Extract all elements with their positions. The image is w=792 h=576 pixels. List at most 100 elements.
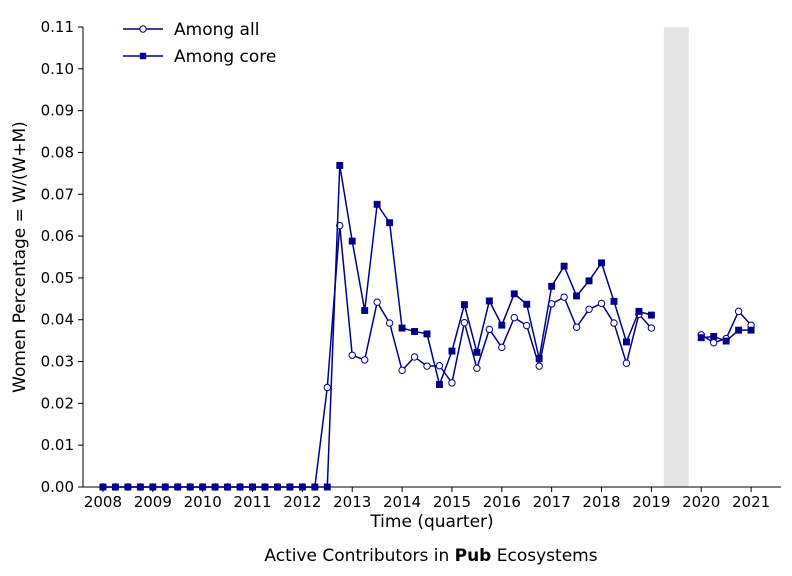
data-point-among-core bbox=[111, 483, 119, 491]
data-point-among-all bbox=[323, 383, 331, 392]
data-point-among-core bbox=[548, 282, 556, 290]
shaded-gap-region bbox=[663, 27, 689, 487]
x-tick-label: 2019 bbox=[632, 493, 670, 511]
y-tick-label: 0.06 bbox=[41, 227, 74, 245]
x-tick-label: 2015 bbox=[433, 493, 471, 511]
data-point-among-core bbox=[510, 290, 518, 298]
data-point-among-core bbox=[348, 237, 356, 245]
data-point-among-all bbox=[510, 313, 518, 322]
data-point-among-core bbox=[149, 483, 157, 491]
data-point-among-core bbox=[224, 483, 232, 491]
series-layer bbox=[99, 161, 755, 491]
data-point-among-core bbox=[697, 334, 705, 342]
x-tick-label: 2010 bbox=[184, 493, 222, 511]
data-point-among-core bbox=[436, 381, 443, 388]
y-tick-label: 0.07 bbox=[41, 185, 74, 203]
data-point-among-all bbox=[560, 293, 568, 301]
data-point-among-all bbox=[572, 323, 581, 331]
y-axis-title: Women Percentage = W/(W+M) bbox=[10, 121, 30, 393]
data-point-among-core bbox=[136, 483, 144, 491]
data-point-among-all bbox=[622, 359, 631, 367]
data-point-among-core bbox=[323, 483, 331, 491]
data-point-among-all bbox=[485, 325, 494, 334]
data-point-among-all bbox=[410, 353, 419, 361]
data-point-among-core bbox=[647, 311, 655, 319]
data-point-among-core bbox=[710, 333, 718, 340]
x-tick-label: 2012 bbox=[283, 493, 321, 511]
y-axis-ticks: 0.00 0.01 0.02 0.03 0.04 0.05 0.06 0.07 0.08 0.09… bbox=[41, 18, 83, 496]
data-point-among-all bbox=[610, 319, 618, 327]
data-point-among-core bbox=[411, 327, 419, 335]
caption-suffix: Ecosystems bbox=[491, 546, 598, 566]
series-line-among-core bbox=[102, 165, 652, 488]
legend: Among all Among core bbox=[123, 20, 276, 67]
data-point-among-all bbox=[647, 324, 656, 332]
data-point-among-core bbox=[747, 326, 755, 334]
chart-caption: Active Contributors in Pub Ecosystems bbox=[0, 546, 792, 566]
data-point-among-core bbox=[286, 483, 294, 491]
data-point-among-core bbox=[261, 483, 269, 491]
data-point-among-core bbox=[560, 262, 568, 270]
data-point-among-core bbox=[573, 292, 581, 300]
x-tick-label: 2021 bbox=[732, 493, 770, 511]
data-point-among-all bbox=[360, 356, 369, 364]
data-point-among-core bbox=[473, 348, 481, 356]
data-point-among-all bbox=[523, 321, 531, 330]
data-point-among-core bbox=[610, 297, 618, 305]
x-tick-label: 2018 bbox=[582, 493, 620, 511]
data-point-among-core bbox=[460, 301, 468, 309]
data-point-among-core bbox=[161, 483, 169, 491]
data-point-among-core bbox=[336, 161, 344, 169]
legend-entry-among-all: Among all bbox=[123, 20, 259, 40]
data-point-among-all bbox=[597, 299, 606, 308]
data-point-among-core bbox=[386, 219, 394, 227]
data-point-among-core bbox=[735, 326, 743, 334]
legend-label-among-core: Among core bbox=[174, 47, 276, 67]
data-point-among-all bbox=[460, 318, 469, 327]
data-point-among-core bbox=[423, 330, 431, 338]
y-tick-label: 0.00 bbox=[41, 478, 74, 496]
x-tick-label: 2009 bbox=[134, 493, 172, 511]
data-point-among-all bbox=[348, 351, 356, 359]
data-point-among-core bbox=[598, 259, 605, 267]
data-point-among-all bbox=[435, 362, 444, 370]
data-point-among-core bbox=[448, 347, 456, 355]
y-tick-label: 0.05 bbox=[41, 269, 74, 287]
data-point-among-core bbox=[585, 277, 593, 285]
data-point-among-core bbox=[199, 483, 207, 491]
x-tick-label: 2020 bbox=[682, 493, 720, 511]
data-point-among-all bbox=[385, 319, 394, 327]
data-point-among-core bbox=[622, 338, 630, 346]
data-point-among-all bbox=[535, 362, 543, 370]
data-point-among-all bbox=[398, 366, 406, 375]
data-point-among-all bbox=[709, 339, 718, 347]
y-tick-label: 0.10 bbox=[41, 60, 74, 78]
data-point-among-core bbox=[249, 483, 256, 491]
data-point-among-core bbox=[311, 483, 319, 491]
data-point-among-all bbox=[734, 307, 743, 316]
data-point-among-all bbox=[373, 298, 381, 306]
data-point-among-all bbox=[448, 379, 456, 387]
x-tick-label: 2013 bbox=[333, 493, 371, 511]
caption-prefix: Active Contributors in bbox=[264, 546, 455, 566]
data-point-among-core bbox=[523, 300, 531, 308]
x-axis-ticks: 2008 2009 2010 2011 2012 2013 2014 2015 2016 2017… bbox=[84, 487, 770, 511]
data-point-among-core bbox=[273, 483, 281, 491]
x-tick-label: 2017 bbox=[533, 493, 571, 511]
data-point-among-all bbox=[473, 364, 481, 372]
data-point-among-core bbox=[236, 483, 244, 491]
legend-marker-among-core bbox=[139, 52, 147, 60]
data-point-among-core bbox=[635, 307, 643, 315]
legend-entry-among-core: Among core bbox=[123, 47, 276, 67]
data-point-among-core bbox=[174, 483, 182, 491]
data-point-among-core bbox=[485, 297, 493, 305]
data-point-among-core bbox=[211, 483, 219, 491]
data-point-among-core bbox=[498, 321, 506, 329]
x-tick-label: 2014 bbox=[383, 493, 421, 511]
x-tick-label: 2011 bbox=[233, 493, 271, 511]
data-point-among-all bbox=[498, 343, 506, 352]
data-point-among-all bbox=[423, 362, 431, 370]
y-tick-label: 0.01 bbox=[41, 436, 74, 454]
data-point-among-core bbox=[99, 483, 107, 491]
